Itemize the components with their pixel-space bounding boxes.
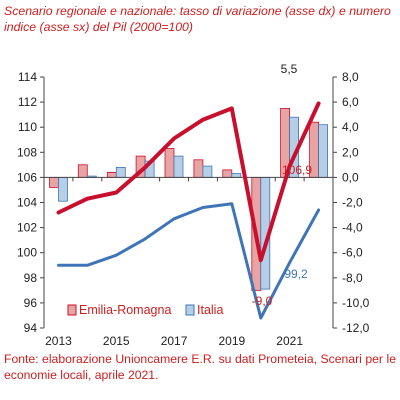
left-tick-label: 100 bbox=[17, 246, 37, 260]
left-tick-label: 110 bbox=[18, 120, 37, 134]
legend-label-italia: Italia bbox=[197, 303, 223, 317]
chart-title: Scenario regionale e nazionale: tasso di… bbox=[4, 4, 391, 34]
right-tick-label: -4,0 bbox=[342, 221, 363, 235]
right-tick-label: 0,0 bbox=[342, 170, 359, 184]
legend-label-emilia: Emilia-Romagna bbox=[79, 303, 171, 317]
annotation-emilia-2021-index: 106,9 bbox=[282, 163, 312, 177]
left-tick-label: 112 bbox=[18, 95, 37, 109]
bar-emilia-2019 bbox=[222, 169, 233, 178]
left-tick-label: 94 bbox=[24, 321, 38, 335]
x-tick-label: 2021 bbox=[276, 334, 303, 348]
bar-italia-2022 bbox=[318, 124, 329, 178]
legend-swatch-italia bbox=[185, 304, 195, 316]
x-tick-label: 2015 bbox=[103, 334, 130, 348]
ticks-layer: 94 96 98 100 102 104 106 108 110 112 114 -12,0 -10,0… bbox=[17, 70, 370, 348]
bar-italia-2013 bbox=[58, 176, 68, 202]
bar-emilia-2017 bbox=[164, 148, 175, 178]
bar-italia-2018 bbox=[202, 165, 213, 178]
bar-emilia-2015 bbox=[106, 171, 117, 178]
line-emilia-index bbox=[56, 101, 321, 263]
line-italia-index bbox=[57, 202, 321, 320]
right-tick-label: 8,0 bbox=[342, 70, 359, 84]
right-tick-label: 4,0 bbox=[342, 120, 359, 134]
source-note: Fonte: elaborazione Unioncamere E.R. su … bbox=[4, 352, 396, 382]
legend-swatch-emilia bbox=[67, 304, 77, 316]
x-tick-label: 2013 bbox=[45, 334, 72, 348]
left-tick-label: 96 bbox=[24, 296, 38, 310]
bar-emilia-2018 bbox=[193, 159, 204, 178]
annotation-emilia-2021-rate: 5,5 bbox=[281, 62, 298, 76]
right-tick-label: -6,0 bbox=[342, 246, 363, 260]
right-tick-label: 2,0 bbox=[342, 145, 359, 159]
x-tick-label: 2019 bbox=[218, 334, 245, 348]
bar-italia-2015 bbox=[115, 166, 126, 178]
left-tick-label: 102 bbox=[17, 221, 37, 235]
right-tick-label: -8,0 bbox=[342, 271, 363, 285]
bar-italia-2017 bbox=[173, 155, 184, 178]
left-tick-label: 98 bbox=[24, 271, 38, 285]
legend: Emilia-Romagna Italia bbox=[67, 303, 223, 317]
bar-emilia-2013 bbox=[49, 176, 59, 188]
bar-emilia-2014 bbox=[77, 164, 88, 178]
lines-layer bbox=[56, 101, 321, 320]
right-tick-label: -12,0 bbox=[342, 321, 370, 335]
right-tick-label: -2,0 bbox=[342, 196, 363, 210]
right-tick-label: 6,0 bbox=[342, 95, 359, 109]
left-tick-label: 108 bbox=[17, 145, 37, 159]
left-tick-label: 114 bbox=[18, 70, 37, 84]
left-tick-label: 104 bbox=[17, 196, 37, 210]
bar-italia-2019 bbox=[231, 173, 242, 178]
left-tick-label: 106 bbox=[17, 170, 37, 184]
x-tick-label: 2017 bbox=[161, 334, 188, 348]
right-tick-label: -10,0 bbox=[342, 296, 370, 310]
annotation-emilia-2020-rate: -9,0 bbox=[252, 294, 273, 308]
annotation-italia-2021-index: 99,2 bbox=[284, 267, 308, 281]
